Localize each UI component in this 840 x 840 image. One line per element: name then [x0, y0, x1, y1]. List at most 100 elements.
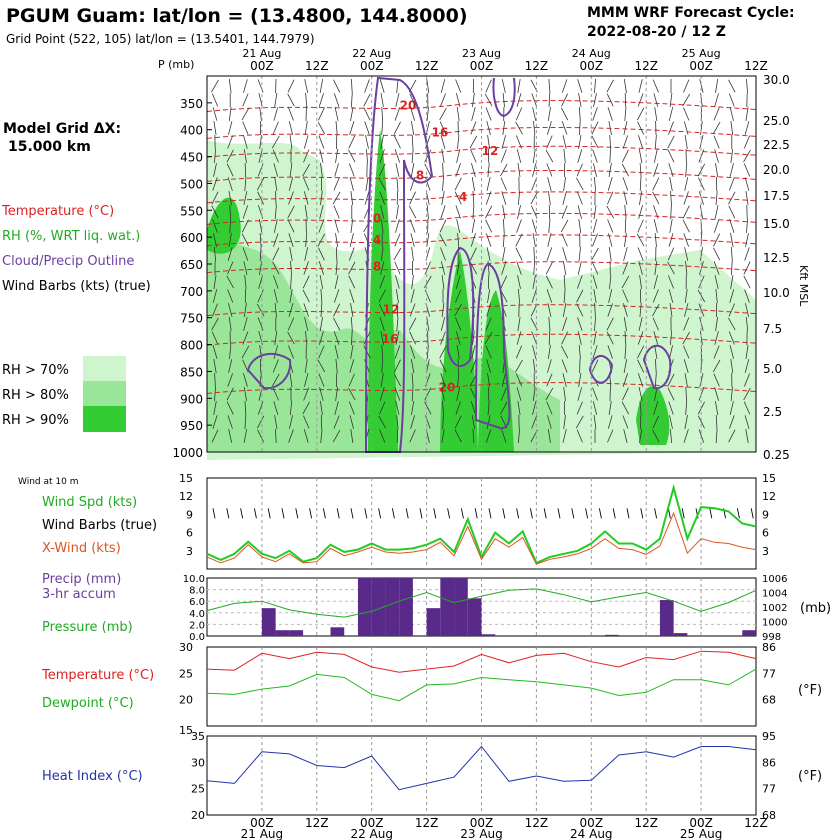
wind-barbs-label: Wind Barbs (true) — [42, 518, 157, 533]
top-hour-label: 00Z — [250, 59, 274, 73]
top-date-label: 25 Aug — [682, 47, 721, 60]
temperature-contour — [206, 212, 757, 225]
temperature-contour — [206, 126, 757, 139]
top-hour-label: 00Z — [470, 59, 494, 73]
precip-bar — [742, 630, 756, 636]
precip-accum-label: 3-hr accum — [42, 587, 116, 602]
legend-rh: RH (%, WRT liq. wat.) — [2, 229, 140, 244]
precip-bar — [371, 578, 386, 636]
rh-region — [636, 386, 670, 445]
precip-bar — [467, 598, 482, 636]
top-hour-label: 12Z — [744, 59, 768, 73]
precip-tick: 4.0 — [189, 609, 205, 620]
pressure-tick: 650 — [180, 258, 203, 272]
wind-panel: 3 3 6 6 9 9 12 12 15 15 — [179, 472, 776, 570]
time-axis: 00Z 00Z 12Z 12Z 00Z 00Z 12Z 12Z 00Z 00Z 12Z 12Z 00Z 0… — [241, 47, 768, 840]
pressure-tick: 600 — [180, 231, 203, 245]
rh-region — [478, 290, 514, 452]
precip-bar — [454, 578, 468, 636]
temperature-contour-label: 4 — [459, 190, 467, 204]
kft-tick: 10.0 — [763, 286, 790, 300]
bottom-hour-label: 00Z — [580, 816, 604, 830]
bottom-hour-label: 00Z — [360, 816, 384, 830]
pressure-series — [206, 588, 757, 618]
precip-tick: 0.0 — [189, 632, 205, 643]
pressure-tick: 800 — [180, 339, 203, 353]
wind-tick-left: 3 — [186, 545, 193, 558]
pressure-unit-label: (mb) — [800, 601, 831, 616]
x-wind-series — [206, 511, 757, 565]
precip-bar — [385, 578, 400, 636]
precip-tick: 2.0 — [189, 620, 205, 631]
bottom-date-label: 25 Aug — [680, 827, 723, 840]
temperature-lower-tick: 15 — [179, 724, 193, 737]
precip-bar — [673, 633, 688, 636]
heat-index-tick: 30 — [191, 756, 205, 769]
bottom-date-label: 21 Aug — [241, 827, 284, 840]
bottom-hour-label: 12Z — [744, 816, 768, 830]
temperature-contour — [206, 382, 757, 395]
legend-cloud-outline: Cloud/Precip Outline — [2, 254, 134, 269]
heat-index-f-tick: 77 — [762, 783, 776, 796]
wind-tick-right: 3 — [762, 545, 769, 558]
precip-bar — [659, 600, 674, 636]
bottom-hour-label: 12Z — [305, 816, 329, 830]
temperature-contour-label: 8 — [373, 260, 381, 274]
wind-tick-right: 15 — [762, 472, 776, 485]
top-date-label: 21 Aug — [242, 47, 281, 60]
wind-tick-left: 15 — [179, 472, 193, 485]
top-hour-label: 12Z — [415, 59, 439, 73]
pressure-axis-label: P (mb) — [158, 58, 194, 71]
heat-index-f-tick: 95 — [762, 730, 776, 743]
top-hour-label: 00Z — [689, 59, 713, 73]
temperature-tick: 30 — [179, 641, 193, 654]
temperature-contour — [206, 100, 757, 113]
top-hour-label: 12Z — [525, 59, 549, 73]
temperature-tick: 20 — [179, 694, 193, 707]
temperature-contour — [206, 169, 757, 182]
legend-temperature: Temperature (°C) — [1, 204, 114, 219]
temperature-panel: 20 68 25 77 30 86 — [179, 641, 776, 727]
temperature-tick: 25 — [179, 667, 193, 680]
pressure-label: Pressure (mb) — [42, 620, 133, 635]
wind-speed-label: Wind Spd (kts) — [42, 495, 137, 510]
temperature-contour-label: 16 — [432, 125, 449, 139]
pressure-tick: 1000 — [762, 618, 787, 629]
pressure-tick: 500 — [180, 177, 203, 191]
precip-bar — [399, 578, 413, 636]
bottom-hour-label: 12Z — [634, 816, 658, 830]
temperature-contour-label: 20 — [439, 381, 456, 395]
pressure-tick: 950 — [180, 419, 203, 433]
wind-panel-title: Wind at 10 m — [18, 477, 78, 487]
forecast-cycle-label: MMM WRF Forecast Cycle: — [587, 5, 795, 21]
rh80-swatch — [83, 381, 126, 407]
precip-tick: 8.0 — [189, 586, 205, 597]
cloud-outline — [588, 355, 614, 384]
heat-index-tick: 35 — [191, 730, 205, 743]
precip-bar — [357, 578, 372, 636]
temperature-contour-label: 20 — [400, 99, 417, 113]
bottom-hour-label: 00Z — [470, 816, 494, 830]
temperature-contour-label: 0 — [373, 211, 381, 225]
precip-bar — [289, 630, 304, 636]
cloud-outline — [642, 344, 672, 390]
rh-region — [440, 250, 478, 452]
bottom-date-label: 22 Aug — [350, 827, 393, 840]
rh-region — [207, 197, 241, 254]
temperature-contour — [206, 145, 757, 158]
pressure-tick: 1004 — [762, 589, 787, 600]
kft-tick: 2.5 — [763, 405, 782, 419]
station-title: PGUM Guam: lat/lon = (13.4800, 144.8000) — [6, 5, 468, 27]
heat-index-tick: 20 — [191, 809, 205, 822]
heat-index-tick: 25 — [191, 783, 205, 796]
kft-tick: 22.5 — [763, 138, 790, 152]
top-date-label: 23 Aug — [462, 47, 501, 60]
kft-tick: 12.5 — [763, 251, 790, 265]
cloud-outline — [364, 76, 434, 453]
kft-tick: 30.0 — [763, 73, 790, 87]
temperature-contour-label: 12 — [383, 303, 400, 317]
cloud-outline — [492, 77, 516, 118]
precip-bar — [426, 608, 441, 636]
wind-speed-series — [206, 483, 757, 565]
